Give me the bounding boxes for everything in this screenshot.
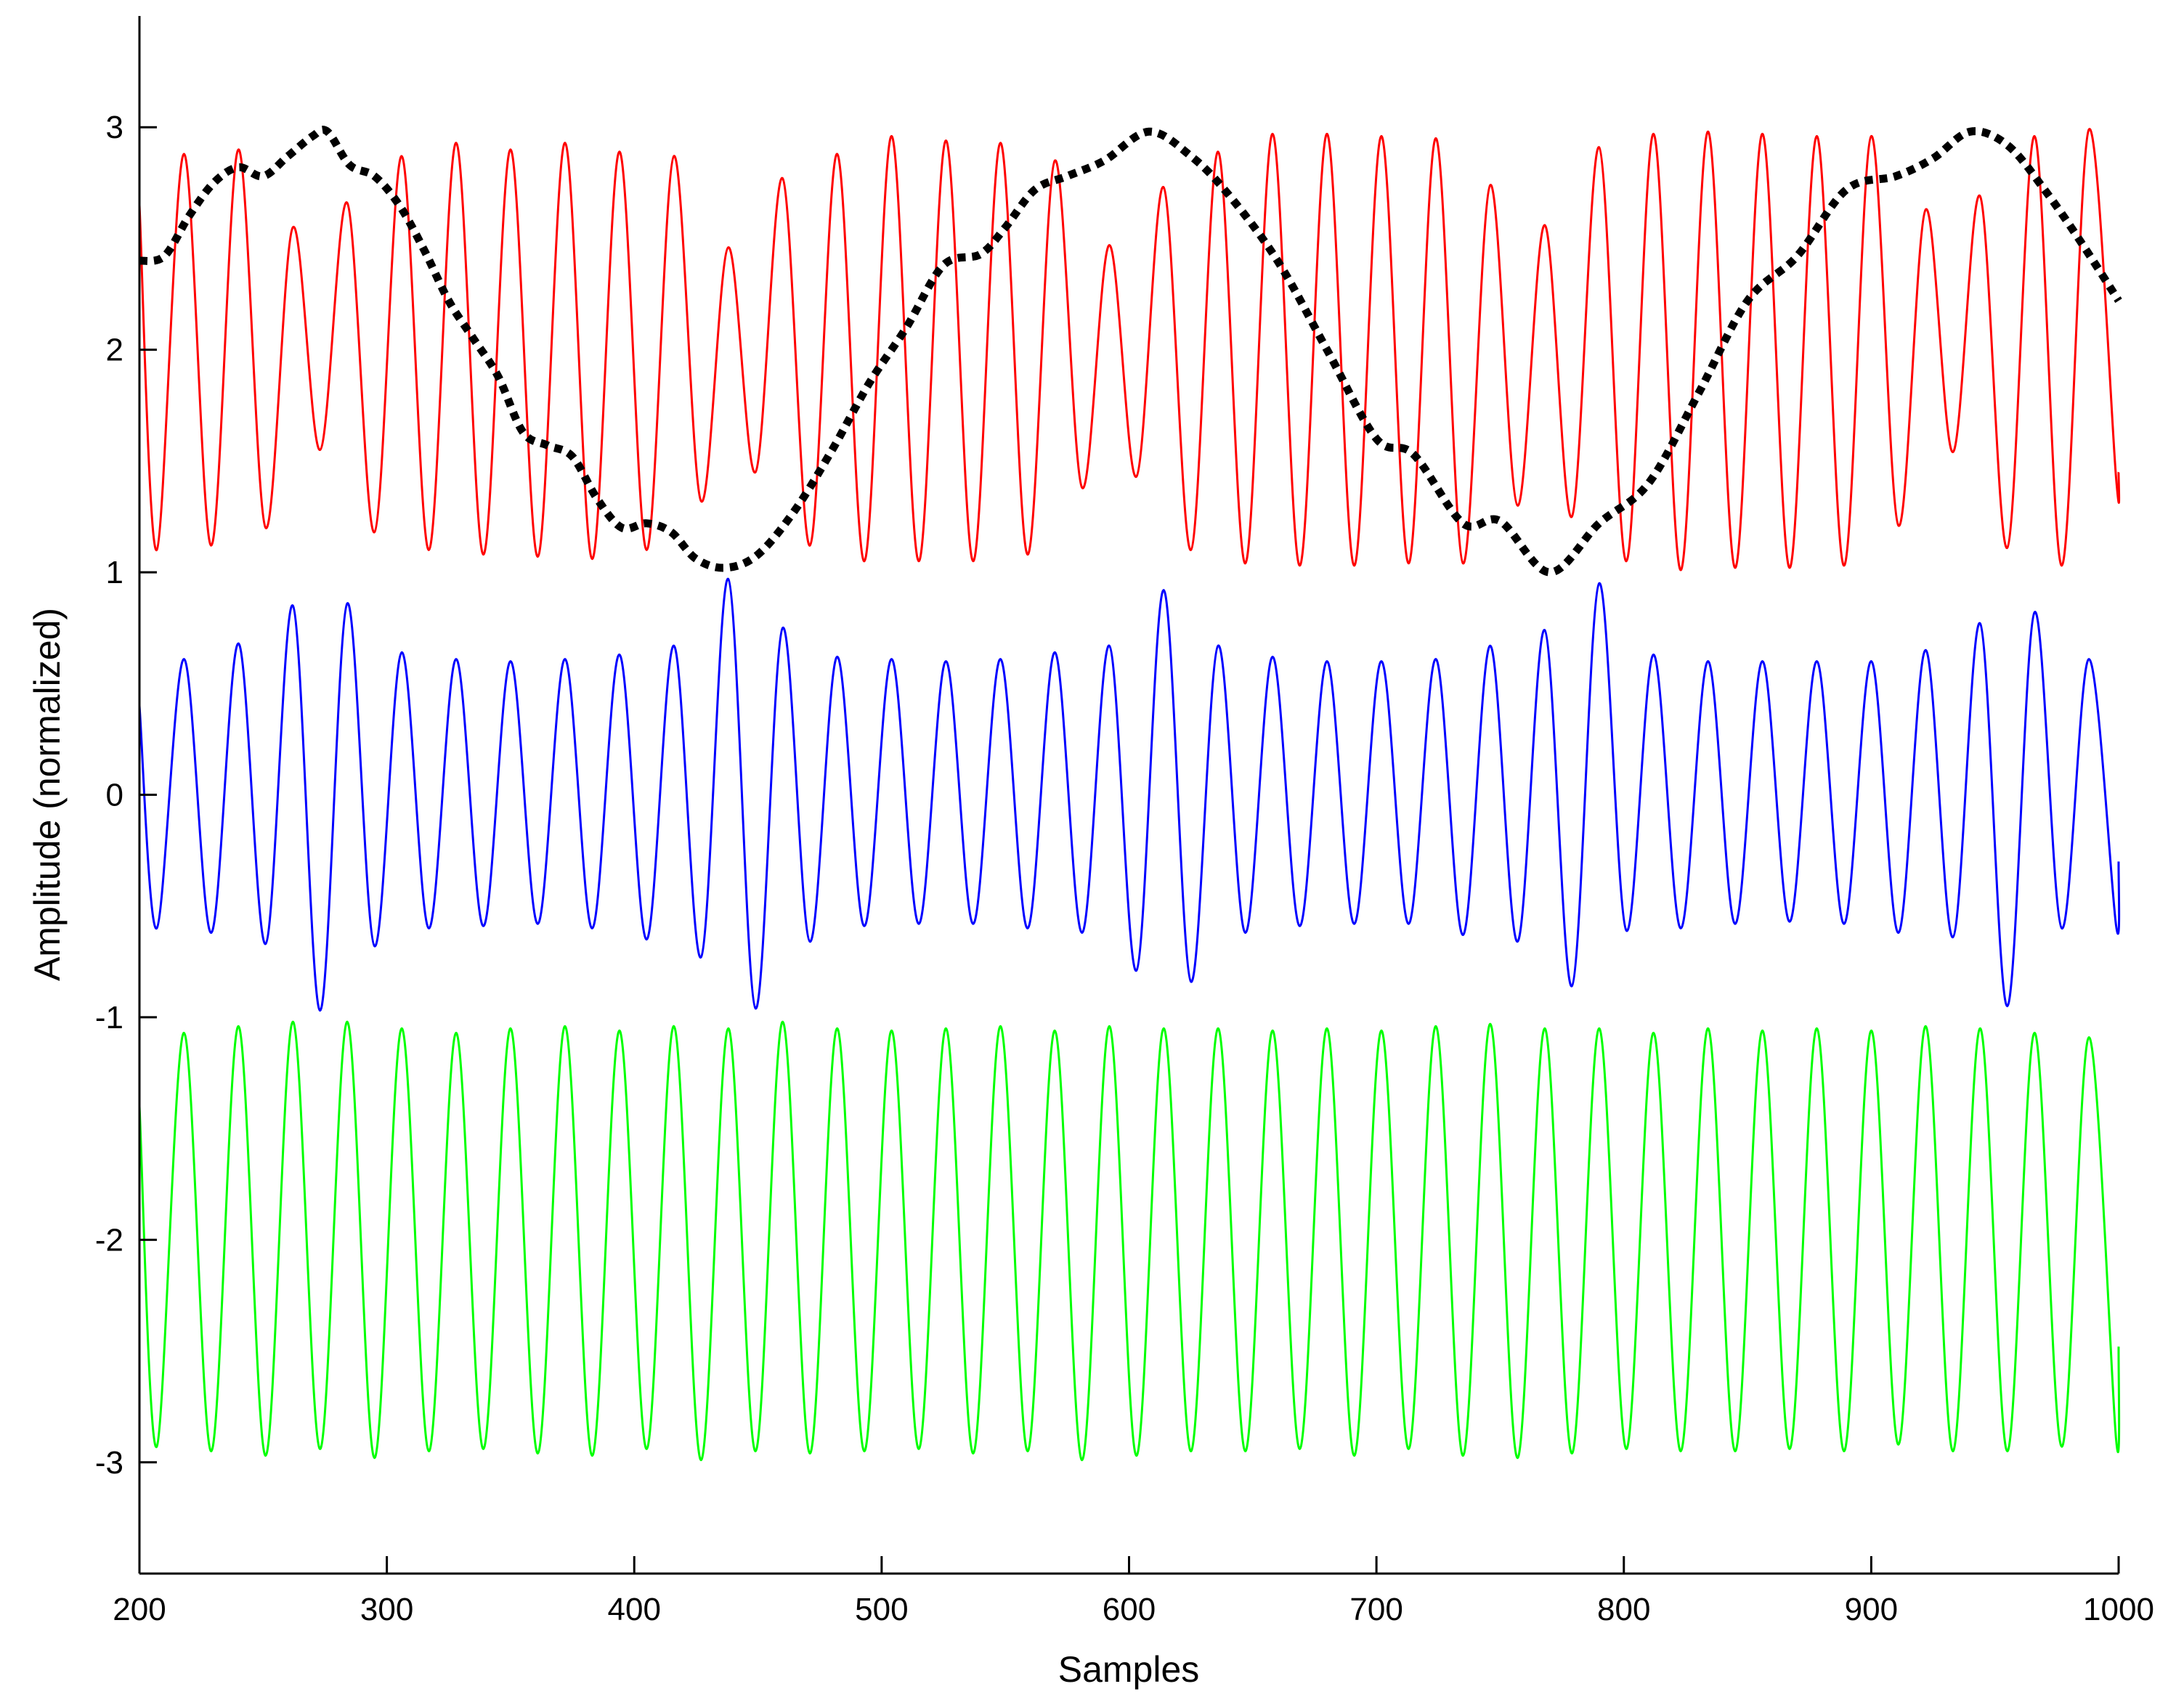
x-tick-label: 200 [113,1592,166,1627]
y-tick-label: -2 [95,1222,123,1258]
axes-layer [138,16,2119,1575]
x-axis-title: Samples [1058,1649,1200,1690]
y-tick-label: 1 [106,555,123,590]
series-line-1 [138,128,2121,571]
series-line-2 [138,577,2121,1012]
x-tick-label: 900 [1845,1592,1898,1627]
y-tick-label: 3 [106,110,123,145]
x-tick-label: 1000 [2083,1592,2154,1627]
y-tick-label: 0 [106,778,123,813]
x-tick-label: 300 [360,1592,413,1627]
x-tick-label: 400 [608,1592,661,1627]
x-tick-label: 500 [855,1592,908,1627]
x-tick-label: 600 [1103,1592,1156,1627]
x-tick-label: 800 [1597,1592,1650,1627]
series-line-4 [139,126,2122,577]
series-layer [138,126,2122,1462]
y-axis-title: Amplitude (normalized) [27,608,68,981]
x-tick-label: 700 [1349,1592,1402,1627]
y-tick-label: -1 [95,1000,123,1035]
tick-layer: 200 300 400 500 600 700 800 900 1000 -3 -2 -1 0 1 2 3 [95,110,2154,1627]
y-tick-label: -3 [95,1445,123,1481]
y-tick-label: 2 [106,333,123,368]
series-line-3 [138,1020,2121,1462]
